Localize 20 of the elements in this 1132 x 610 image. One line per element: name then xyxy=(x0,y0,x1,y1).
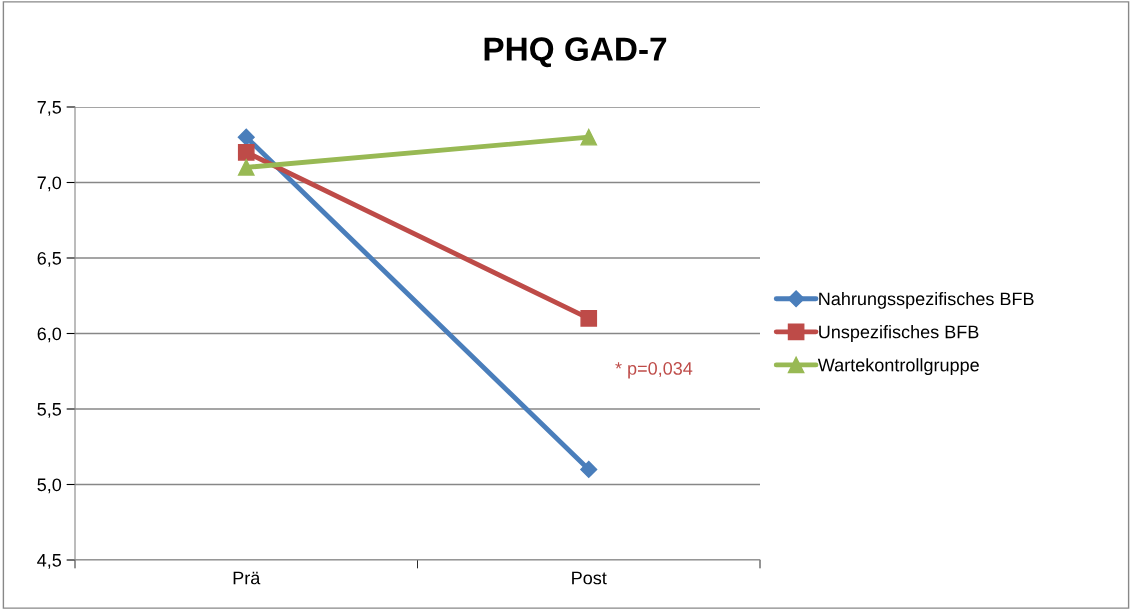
point xyxy=(580,310,598,327)
y-tick-label: 6,5 xyxy=(37,251,62,267)
point xyxy=(580,460,598,478)
y-tick-label: 7,0 xyxy=(37,176,62,192)
point xyxy=(580,128,598,146)
point xyxy=(237,128,255,146)
point xyxy=(237,159,255,176)
y-tick-label: 6,0 xyxy=(37,327,62,343)
chart-title: PHQ GAD-7 xyxy=(484,37,667,68)
legend-label: Nahrungsspezifisches BFB xyxy=(819,292,1034,309)
y-tick-label: 5,0 xyxy=(37,478,62,494)
annotation: * p=0,034 xyxy=(615,362,693,379)
point xyxy=(237,143,255,161)
legend-label: Wartekontrollgruppe xyxy=(817,358,979,375)
y-tick-label: 4,5 xyxy=(37,554,62,569)
x-tick-label: Prä xyxy=(233,571,261,585)
x-tick-label: Post xyxy=(572,571,607,585)
y-tick-label: 5,5 xyxy=(37,403,62,418)
y-tick-label: 7,5 xyxy=(37,101,62,116)
legend-label: Unspezifisches BFB xyxy=(819,325,979,342)
